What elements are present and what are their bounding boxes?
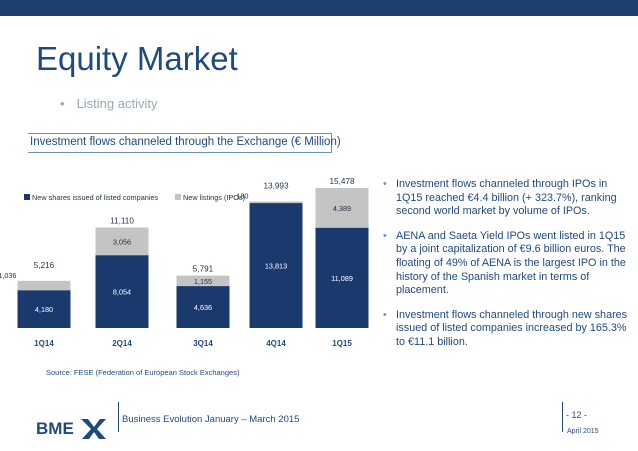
bar-new-listings — [249, 201, 303, 204]
legend-swatch — [175, 194, 181, 200]
data-label: 8,054 — [113, 288, 131, 297]
bullet-text: AENA and Saeta Yield IPOs went listed in… — [396, 229, 626, 297]
x-axis-ticks: 1Q14 2Q14 3Q14 4Q14 1Q15 — [34, 339, 352, 348]
chart-labels: 4,180 1,036 5,216 8,054 3,056 11,110 4,636 1,15… — [0, 177, 355, 314]
top-rule — [0, 0, 638, 16]
bar-shares-issued — [17, 290, 71, 328]
bar-new-listings — [17, 280, 71, 291]
data-label: 1,036 — [0, 271, 17, 280]
footer-divider — [118, 402, 119, 432]
chart-source: Source: FESE (Federation of European Sto… — [46, 368, 240, 377]
data-label: 4,180 — [35, 305, 53, 314]
x-tick-label: 1Q15 — [332, 339, 352, 348]
data-label: 1,155 — [194, 277, 212, 286]
chart-legend: New shares issued of listed companies New… — [24, 193, 245, 202]
bullet-marker: • — [383, 308, 387, 321]
legend-swatch — [24, 194, 30, 200]
footer-text: Business Evolution January – March 2015 — [122, 414, 300, 425]
bme-x-logo: BME — [36, 419, 106, 439]
bullet-dot: • — [60, 96, 65, 111]
bar-new-listings — [95, 227, 149, 256]
bullet-text: Investment flows channeled through new s… — [396, 308, 628, 348]
legend-label: New listings (IPOs) — [183, 193, 245, 202]
bar-shares-issued — [95, 255, 149, 328]
bar-shares-issued — [176, 286, 230, 328]
x-tick-label: 2Q14 — [112, 339, 132, 348]
chart-bars — [17, 188, 369, 328]
bar-shares-issued — [249, 203, 303, 328]
bullet-item: • Investment flows channeled through IPOs… — [383, 178, 628, 219]
bullet-item: • Investment flows channeled through new … — [383, 309, 628, 350]
bullet-marker: • — [383, 178, 387, 190]
data-label: 180 — [236, 191, 248, 200]
x-mark-icon — [81, 419, 106, 439]
data-label: 4,636 — [194, 303, 212, 312]
page-date: April 2015 — [567, 428, 599, 435]
bar-new-listings — [315, 188, 369, 228]
legend-label: New shares issued of listed companies — [32, 193, 158, 202]
data-label: 13,813 — [265, 262, 287, 271]
footer-divider — [562, 402, 563, 432]
total-label: 5,216 — [34, 261, 55, 270]
subtitle-bullet: • Listing activity — [60, 96, 157, 111]
total-label: 15,478 — [329, 177, 354, 186]
bullet-marker: • — [383, 229, 387, 242]
chart-title-frame — [28, 133, 332, 153]
x-tick-label: 3Q14 — [193, 339, 213, 348]
data-label: 3,056 — [113, 237, 131, 246]
data-label: 4,389 — [333, 204, 351, 213]
total-label: 13,993 — [263, 181, 288, 190]
subtitle-text: Listing activity — [76, 96, 158, 111]
chart-section-title: Investment flows channeled through the E… — [30, 136, 341, 148]
total-label: 5,791 — [193, 265, 214, 274]
bar-shares-issued — [315, 227, 369, 328]
bullet-text: Investment flows channeled through IPOs … — [396, 178, 617, 218]
total-label: 11,110 — [110, 217, 134, 226]
page-number: - 12 - — [566, 410, 588, 420]
x-tick-label: 1Q14 — [34, 339, 54, 348]
logo-text: BME — [36, 419, 74, 438]
bar-new-listings — [176, 275, 230, 287]
data-label: 11,089 — [331, 274, 353, 283]
x-tick-label: 4Q14 — [266, 339, 286, 348]
page-title: Equity Market — [36, 40, 238, 77]
bullet-item: • AENA and Saeta Yield IPOs went listed i… — [383, 230, 628, 298]
bullet-list: • Investment flows channeled through IPOs… — [383, 178, 628, 361]
